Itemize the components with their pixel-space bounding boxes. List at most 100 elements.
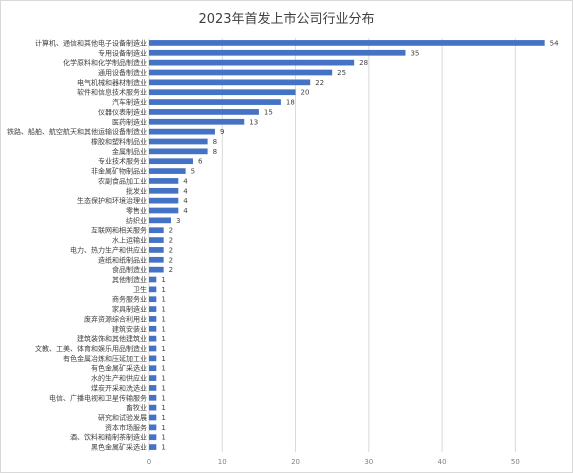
bar [149, 345, 157, 352]
bar [149, 444, 157, 450]
bar [149, 394, 157, 401]
category-label: 建筑安装业 [112, 324, 147, 333]
bar [149, 375, 157, 381]
category-label: 其他制造业 [112, 275, 147, 284]
bar [149, 424, 157, 431]
data-label: 1 [161, 365, 165, 373]
category-label: 非金属矿物制品业 [91, 167, 147, 176]
value-labels: 5435282522201815139886544443222221111111… [161, 39, 559, 451]
bar [149, 266, 164, 273]
bar [149, 385, 157, 391]
category-label: 水的生产和供应业 [91, 374, 147, 383]
data-label: 22 [315, 79, 324, 87]
data-label: 1 [161, 434, 165, 442]
category-label: 通用设备制造业 [98, 68, 147, 77]
category-label: 农副食品加工业 [98, 176, 147, 185]
category-label: 资本市场服务 [105, 423, 147, 432]
data-label: 3 [176, 217, 180, 225]
data-label: 6 [198, 158, 203, 166]
data-label: 2 [169, 266, 173, 274]
category-label: 废弃资源综合利用业 [84, 314, 147, 323]
data-label: 1 [161, 296, 165, 304]
category-label: 食品制造业 [112, 265, 147, 274]
category-label: 酒、饮料和精制茶制造业 [70, 433, 147, 442]
bar [149, 197, 179, 204]
bar [149, 207, 179, 214]
category-label: 文教、工美、体育和娱乐用品制造业 [35, 344, 147, 353]
data-label: 1 [161, 394, 165, 402]
bar [149, 148, 208, 155]
bar [149, 49, 406, 56]
bar [149, 404, 157, 411]
bar [149, 118, 245, 125]
category-label: 有色金属矿采选业 [91, 364, 147, 373]
data-label: 18 [286, 99, 295, 107]
bar [149, 434, 157, 441]
data-label: 13 [249, 118, 258, 126]
x-tick-label: 20 [291, 458, 300, 466]
data-label: 2 [169, 256, 173, 264]
category-label: 商务服务业 [112, 295, 147, 304]
data-label: 2 [169, 227, 173, 235]
category-label: 纺织业 [126, 216, 147, 225]
bar [149, 59, 355, 66]
bar [149, 187, 179, 194]
category-label: 仪器仪表制造业 [98, 107, 147, 116]
bar [149, 276, 157, 283]
x-tick-label: 0 [147, 458, 151, 466]
data-label: 28 [359, 59, 368, 67]
bar [149, 365, 157, 372]
bar [149, 355, 157, 362]
x-tick-label: 50 [511, 458, 520, 466]
category-label: 软件和信息技术服务业 [77, 88, 147, 97]
data-label: 9 [220, 128, 224, 136]
bar [149, 99, 281, 105]
bar [149, 138, 208, 145]
bar [149, 335, 157, 342]
bar [149, 286, 157, 293]
category-label: 医药制造业 [112, 117, 147, 126]
data-label: 1 [161, 286, 165, 294]
bar [149, 178, 179, 184]
category-label: 研究和试验发展 [98, 413, 147, 422]
chart-title: 2023年首发上市公司行业分布 [198, 12, 375, 27]
bar [149, 227, 164, 234]
category-label: 零售业 [126, 206, 147, 215]
category-label: 化学原料和化学制品制造业 [63, 58, 147, 67]
data-label: 4 [183, 187, 188, 195]
bar [149, 217, 171, 224]
x-tick-labels: 0 10 20 30 40 50 [147, 458, 520, 466]
data-label: 4 [183, 197, 188, 205]
data-label: 1 [161, 276, 165, 284]
category-label: 煤炭开采和洗选业 [91, 383, 147, 392]
bar [149, 256, 164, 263]
data-label: 4 [183, 207, 188, 215]
data-label: 5 [191, 168, 195, 176]
category-label: 汽车制造业 [112, 98, 147, 107]
category-label: 金属制品业 [112, 147, 147, 156]
bar [149, 40, 545, 46]
category-label: 水上运输业 [112, 236, 147, 245]
bar [149, 109, 259, 115]
category-label: 畜牧业 [126, 403, 147, 412]
data-label: 4 [183, 177, 188, 185]
bar [149, 316, 157, 322]
data-label: 1 [161, 355, 165, 363]
category-label: 生态保护和环境治理业 [77, 196, 147, 205]
data-label: 35 [410, 49, 419, 57]
category-label: 黑色金属矿采选业 [91, 443, 147, 452]
data-label: 25 [337, 69, 346, 77]
category-label: 橡胶和塑料制品业 [91, 137, 147, 146]
category-label: 计算机、通信和其他电子设备制造业 [35, 38, 147, 47]
x-tick-label: 30 [364, 458, 373, 466]
data-label: 8 [213, 138, 217, 146]
category-label: 电信、广播电视和卫星传输服务 [49, 393, 147, 402]
data-label: 8 [213, 148, 217, 156]
bar [149, 325, 157, 332]
category-label: 电气机械和器材制造业 [77, 78, 147, 87]
data-label: 1 [161, 315, 165, 323]
bar [149, 69, 333, 76]
x-tick-label: 10 [218, 458, 227, 466]
category-label: 有色金属冶炼和压延加工业 [63, 354, 147, 363]
